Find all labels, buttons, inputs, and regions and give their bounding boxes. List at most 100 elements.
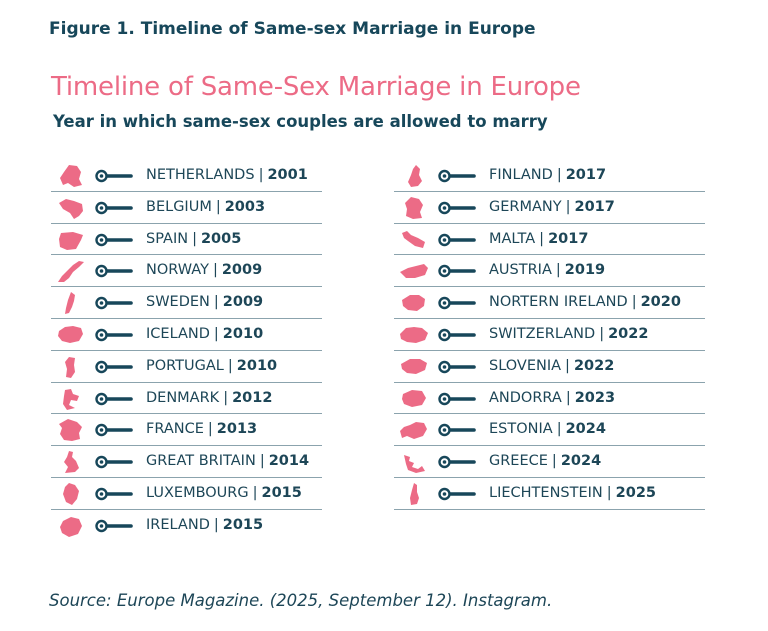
- timeline-pin-icon: [95, 328, 135, 342]
- country-name: GREAT BRITAIN: [146, 453, 256, 470]
- year-value: 2009: [221, 262, 263, 279]
- separator: |: [213, 516, 219, 533]
- separator: |: [555, 262, 561, 279]
- timeline-pin-icon: [95, 392, 135, 406]
- timeline-row: FINLAND | 2017: [394, 160, 705, 192]
- year-value: 2023: [574, 389, 616, 406]
- country-label: GREECE | 2024: [489, 453, 601, 469]
- timeline-row: BELGIUM | 2003: [51, 192, 322, 224]
- separator: |: [556, 167, 562, 183]
- country-map-icon: [398, 386, 430, 412]
- separator: |: [215, 198, 221, 215]
- year-value: 2017: [565, 167, 607, 183]
- timeline-pin-icon: [438, 328, 478, 342]
- separator: |: [252, 484, 258, 501]
- year-value: 2010: [222, 325, 264, 342]
- timeline-pin-icon: [95, 169, 135, 183]
- year-value: 2009: [222, 294, 264, 311]
- year-value: 2003: [224, 198, 266, 215]
- separator: |: [599, 325, 605, 342]
- country-label: SWEDEN | 2009: [146, 294, 263, 310]
- country-map-icon: [55, 354, 87, 380]
- timeline-pin-icon: [95, 233, 135, 247]
- year-value: 2015: [261, 484, 302, 501]
- figure-caption: Figure 1. Timeline of Same-sex Marriage …: [49, 19, 536, 39]
- timeline-row: GREAT BRITAIN | 2014: [51, 446, 322, 478]
- country-map-icon: [398, 227, 430, 253]
- timeline-row: DENMARK | 2012: [51, 383, 322, 415]
- country-name: SPAIN: [146, 230, 189, 247]
- separator: |: [213, 325, 219, 342]
- timeline-pin-icon: [438, 423, 478, 437]
- separator: |: [227, 357, 233, 374]
- country-map-icon: [398, 322, 430, 348]
- country-name: FINLAND: [489, 167, 553, 183]
- country-name: AUSTRIA: [489, 262, 552, 279]
- timeline-row: PORTUGAL | 2010: [51, 351, 322, 383]
- timeline-pin-icon: [95, 423, 135, 437]
- country-name: SWEDEN: [146, 294, 210, 311]
- country-map-icon: [55, 481, 87, 507]
- country-map-icon: [55, 322, 87, 348]
- separator: |: [631, 294, 637, 311]
- separator: |: [565, 357, 570, 374]
- timeline-pin-icon: [95, 360, 135, 374]
- separator: |: [192, 230, 197, 247]
- country-label: IRELAND | 2015: [146, 517, 263, 533]
- timeline-row: GERMANY | 2017: [394, 192, 705, 224]
- country-label: SLOVENIA | 2022: [489, 358, 614, 374]
- country-name: FRANCE: [146, 421, 204, 438]
- country-label: GERMANY | 2017: [489, 199, 615, 215]
- country-name: GREECE: [489, 453, 548, 470]
- timeline-row: MALTA | 2017: [394, 224, 705, 256]
- country-label: SWITZERLAND | 2022: [489, 326, 648, 342]
- separator: |: [207, 421, 213, 438]
- country-map-icon: [398, 290, 430, 316]
- country-name: ANDORRA: [489, 389, 562, 406]
- country-map-icon: [398, 481, 430, 507]
- year-value: 2015: [222, 516, 264, 533]
- timeline-row: NORWAY | 2009: [51, 255, 322, 288]
- country-label: ESTONIA | 2024: [489, 421, 606, 437]
- separator: |: [212, 262, 218, 279]
- timeline-pin-icon: [438, 233, 478, 247]
- country-map-icon: [55, 195, 87, 221]
- year-value: 2010: [236, 357, 278, 374]
- right-column: FINLAND | 2017 GERMANY | 2017 MALTA | 2017 AUSTRI…: [394, 160, 705, 510]
- timeline-pin-icon: [438, 296, 478, 310]
- year-value: 2024: [560, 453, 602, 470]
- country-label: GREAT BRITAIN | 2014: [146, 453, 309, 469]
- year-value: 2019: [564, 262, 606, 279]
- country-name: ESTONIA: [489, 421, 553, 438]
- country-map-icon: [55, 290, 87, 316]
- country-name: SLOVENIA: [489, 357, 562, 374]
- timeline-pin-icon: [438, 455, 478, 469]
- country-label: LUXEMBOURG | 2015: [146, 485, 302, 501]
- country-name: GERMANY: [489, 198, 562, 215]
- country-label: FINLAND | 2017: [489, 167, 606, 183]
- timeline-row: NORTERN IRELAND | 2020: [394, 287, 705, 319]
- country-map-icon: [398, 449, 430, 475]
- country-map-icon: [398, 417, 430, 443]
- country-name: DENMARK: [146, 389, 220, 406]
- source-note: Source: Europe Magazine. (2025, Septembe…: [49, 591, 553, 610]
- country-name: MALTA: [489, 230, 536, 247]
- country-map-icon: [398, 163, 430, 189]
- timeline-row: NETHERLANDS | 2001: [51, 160, 322, 192]
- timeline-row: SLOVENIA | 2022: [394, 351, 705, 383]
- timeline-row: ICELAND | 2010: [51, 319, 322, 351]
- year-value: 2005: [200, 230, 242, 247]
- year-value: 2022: [573, 357, 615, 374]
- year-value: 2022: [608, 325, 649, 342]
- timeline-row: SPAIN | 2005: [51, 224, 322, 256]
- year-value: 2012: [232, 389, 273, 406]
- country-label: SPAIN | 2005: [146, 231, 241, 247]
- country-label: NORTERN IRELAND | 2020: [489, 294, 681, 310]
- left-column: NETHERLANDS | 2001 BELGIUM | 2003 SPAIN | 2005 NO…: [51, 160, 322, 542]
- separator: |: [565, 389, 571, 406]
- timeline-pin-icon: [95, 264, 135, 278]
- timeline-row: LUXEMBOURG | 2015: [51, 478, 322, 510]
- timeline-pin-icon: [438, 360, 478, 374]
- country-name: LIECHTENSTEIN: [489, 484, 603, 501]
- timeline-row: ESTONIA | 2024: [394, 414, 705, 447]
